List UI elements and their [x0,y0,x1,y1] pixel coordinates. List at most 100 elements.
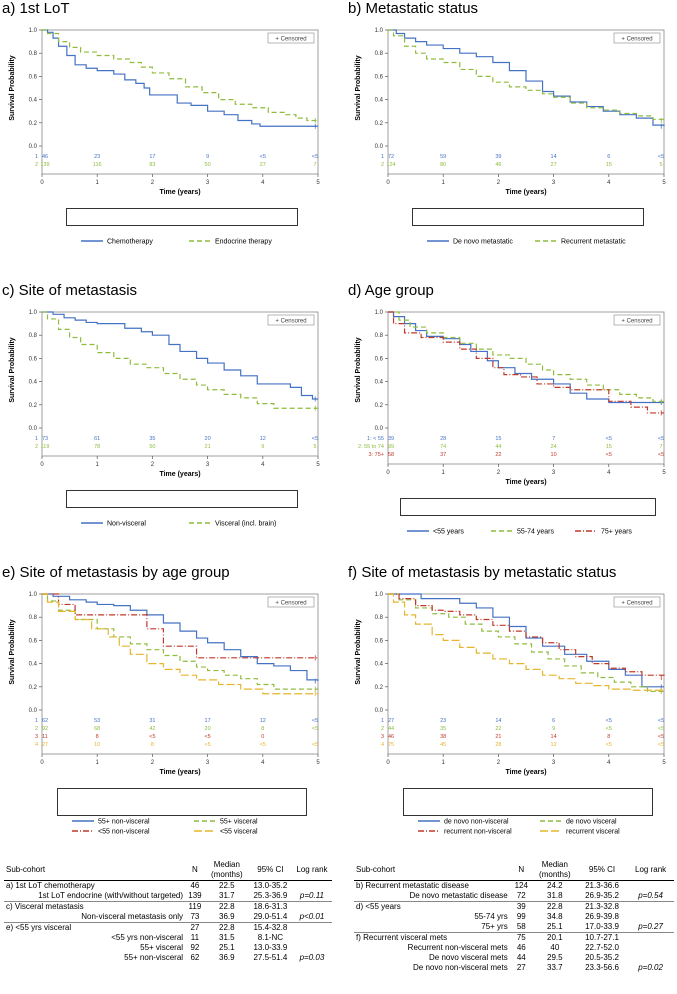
x-tick-label: 4 [607,760,611,766]
risk-row-label: 2: 55 to 74 [358,444,384,450]
panel-title: e) Site of metastasis by age group [2,564,230,581]
table-row: 55+ non-visceral 62 36.9 27.5-51.4 p=0.03 [4,953,332,963]
plot-frame [41,593,319,755]
survival-curve [388,593,664,688]
table-row: 55-74 yrs 99 34.8 26.9-39.8 [354,912,674,922]
legend-label: Non-visceral [107,521,146,528]
x-tick-label: 4 [261,180,265,186]
risk-value: 61 [94,436,100,442]
x-tick-label: 3 [552,180,556,186]
legend-label: 55+ non-visceral [98,819,150,826]
table-cell-median: 31.8 [547,891,563,900]
table-cell-label: <55 yrs non-visceral [111,933,184,942]
risk-row-label: 1 [35,718,38,724]
risk-value: 6 [607,154,610,160]
risk-value: 9 [206,154,209,160]
risk-value: 44 [495,444,501,450]
risk-value: 46 [388,734,394,740]
x-tick-label: 3 [552,470,556,476]
x-tick-label: 2 [151,760,155,766]
table-cell-median: 22.5 [219,881,235,890]
table-cell-median: 31.5 [219,933,235,942]
x-axis-label: Time (years) [505,189,546,196]
y-tick-label: 0.6 [29,74,38,80]
risk-value: 44 [388,726,394,732]
legend-label: de novo non-visceral [444,819,509,826]
risk-value: 27 [260,162,266,168]
legend-label: <55 years [433,529,464,536]
legend: Non-visceral Visceral (incl. brain) [66,490,298,528]
table-cell-p: p=0.54 [638,891,663,900]
censor-box [613,596,661,608]
table-row: De novo metastatic disease 72 31.8 26.9-35.… [354,891,674,902]
y-tick-label: 0.6 [29,356,38,362]
risk-row-label: 3: 75+ [369,452,384,458]
risk-value: 78 [94,444,100,450]
survival-curve [388,593,665,678]
risk-value: <5 [312,154,318,160]
x-tick-label: 2 [151,462,155,468]
table-cell-median: 36.9 [219,953,235,962]
y-tick-label: 0.8 [375,333,384,339]
x-tick-label: 5 [662,180,666,186]
risk-row-label: 3 [381,734,384,740]
risk-value: 8 [96,734,99,740]
risk-row-label: 2 [35,444,38,450]
y-tick-label: 0.6 [375,356,384,362]
table-cell-n: 139 [188,891,202,900]
x-tick-label: 2 [497,180,501,186]
table-cell-median: 29.5 [547,953,563,962]
table-cell-p [627,932,674,943]
risk-value: 12 [551,742,557,748]
y-tick-label: 0.8 [375,615,384,621]
risk-value: 9 [552,726,555,732]
y-tick-label: 0.4 [375,380,384,386]
table-cell-ci: 17.0-33.9 [585,922,619,931]
risk-value: 21 [205,444,211,450]
survival-curve [42,311,318,409]
table-cell-label: Non-visceral metastasis only [81,912,184,921]
risk-value: 38 [440,734,446,740]
risk-value: 46 [42,154,48,160]
table-cell-ci: 25.3-36.9 [253,891,288,900]
risk-value: <5 [658,154,664,160]
table-header: Log rank [291,860,332,881]
y-axis-label: Survival Probability [9,55,16,120]
table-header: 95% CI [248,860,292,881]
y-tick-label: 0.8 [29,615,38,621]
censor-box [613,32,661,44]
y-tick-label: 0.6 [29,638,38,644]
risk-value: <5 [204,742,210,748]
table-cell-p: p=0.11 [299,891,325,900]
table-row: <55 yrs non-visceral 11 31.5 8.1-NC [4,933,332,943]
risk-value: 27 [42,742,48,748]
censor-box [613,314,661,326]
table-row: Non-visceral metastasis only 73 36.9 29.0-5… [4,912,332,923]
table-cell-label: 75+ yrs [481,922,508,931]
survival-curve [388,593,664,691]
y-tick-label: 0.0 [375,144,384,150]
risk-value: 46 [495,162,501,168]
risk-value: 6 [552,718,555,724]
table-cell-ci: 13.0-35.2 [253,881,288,890]
panel-f: f) Site of metastasis by metastatic stat… [346,564,676,836]
table-cell-label: 55-74 yrs [474,912,508,921]
risk-value: 7 [659,444,662,450]
risk-value: <5 [658,742,664,748]
panel-c: c) Site of metastasis + Censored 0.0 0.2 0.… [0,282,330,528]
legend-label: 55-74 years [517,529,554,536]
x-axis-label: Time (years) [159,189,200,196]
risk-value: 68 [94,726,100,732]
x-tick-label: 2 [151,180,155,186]
table-cell-p [292,881,332,892]
y-tick-label: 1.0 [29,310,38,316]
risk-value: 50 [149,444,155,450]
risk-row-label: 4 [381,742,384,748]
y-tick-label: 0.4 [29,98,38,104]
censor-label: + Censored [275,601,306,607]
risk-row-label: 2 [381,162,384,168]
table-header: Median (months) [204,860,249,881]
risk-value: 27 [388,718,394,724]
risk-value: 119 [41,444,50,450]
summary-table: Sub-cohort N Median (months) 95% CI Log rank… [354,860,674,973]
